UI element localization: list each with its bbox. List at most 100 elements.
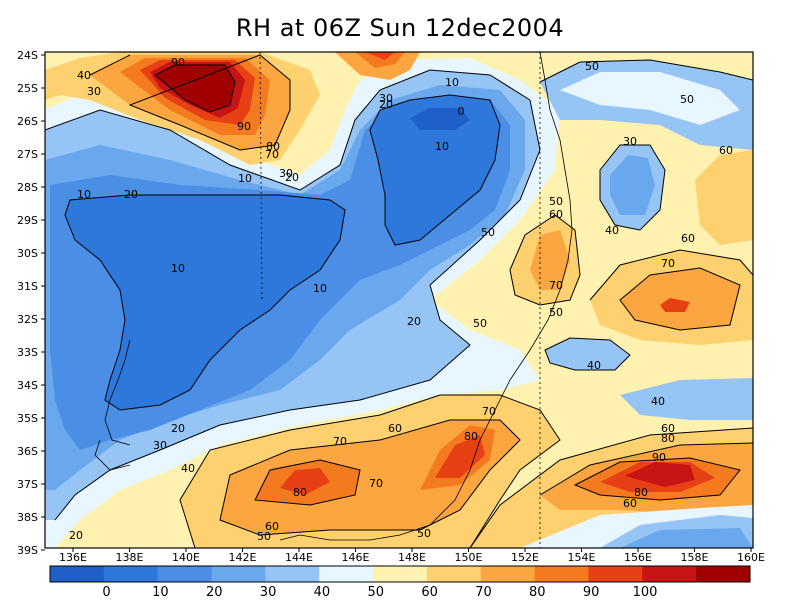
- x-axis-label: 136E: [59, 551, 87, 564]
- contour-label: 10: [435, 140, 449, 153]
- x-axis-label: 142E: [229, 551, 257, 564]
- x-axis-label: 158E: [681, 551, 709, 564]
- colorbar-label: 100: [633, 585, 658, 600]
- y-axis-label: 39S: [17, 544, 38, 557]
- contour-label: 50: [257, 530, 271, 543]
- colorbar-label: 10: [152, 585, 169, 600]
- colorbar-swatch: [534, 566, 589, 582]
- colorbar-label: 40: [314, 585, 331, 600]
- x-axis-label: 156E: [624, 551, 652, 564]
- x-axis-labels: 136E 138E 140E 142E 144E 146E 148E 150E 152E 154E…: [59, 548, 765, 564]
- y-axis-label: 25S: [17, 82, 38, 95]
- y-axis-label: 34S: [17, 379, 38, 392]
- contour-label: 10: [445, 76, 459, 89]
- coastline: [94, 52, 573, 548]
- y-axis-label: 36S: [17, 445, 38, 458]
- x-axis-label: 148E: [398, 551, 426, 564]
- contour-label: 10: [171, 262, 185, 275]
- colorbar-label: 70: [475, 585, 492, 600]
- y-axis-label: 37S: [17, 478, 38, 491]
- x-axis-label: 160E: [737, 551, 765, 564]
- plot-frame: [44, 51, 754, 549]
- colorbar-label: 80: [529, 585, 546, 600]
- y-axis-label: 29S: [17, 214, 38, 227]
- contour-label: 80: [293, 486, 307, 499]
- colorbar-swatch: [265, 566, 320, 582]
- contour-label: 20: [285, 171, 299, 184]
- contour-label: 40: [651, 395, 665, 408]
- y-axis-label: 35S: [17, 412, 38, 425]
- x-axis-label: 146E: [342, 551, 370, 564]
- contour-label: 70: [369, 477, 383, 490]
- x-axis-label: 154E: [568, 551, 596, 564]
- y-axis-label: 30S: [17, 247, 38, 260]
- contour-label: 60: [681, 232, 695, 245]
- colorbar-swatch: [373, 566, 428, 582]
- colorbar-swatch: [696, 566, 751, 582]
- contour-label: 20: [171, 422, 185, 435]
- contour-label: 20: [69, 529, 83, 542]
- contour-label: 70: [265, 148, 279, 161]
- x-axis-label: 150E: [455, 551, 483, 564]
- contour-label: 50: [417, 527, 431, 540]
- colorbar-swatch: [426, 566, 482, 582]
- colorbar-label: 0: [102, 585, 110, 600]
- contour-label: 70: [482, 405, 496, 418]
- contour-label: 50: [481, 226, 495, 239]
- contour-label: 60: [265, 520, 279, 533]
- contour-lines: [45, 54, 753, 548]
- y-axis-label: 26S: [17, 115, 38, 128]
- contour-label: 40: [605, 224, 619, 237]
- y-axis-labels: 24S 25S 26S 27S 28S 29S 30S 31S 32S 33S 34S 35S 36S 3…: [17, 49, 45, 557]
- contour-label: 60: [719, 144, 733, 157]
- contour-label: 50: [680, 93, 694, 106]
- contour-label: 30: [379, 92, 393, 105]
- y-axis-label: 27S: [17, 148, 38, 161]
- contour-label: 10: [77, 188, 91, 201]
- contour-label: 40: [587, 359, 601, 372]
- contour-label: 80: [634, 486, 648, 499]
- contour-label: 80: [464, 430, 478, 443]
- contour-label: 70: [549, 279, 563, 292]
- contour-label: 70: [661, 257, 675, 270]
- x-axis-label: 144E: [285, 551, 313, 564]
- y-axis-label: 24S: [17, 49, 38, 62]
- colorbar-swatch: [480, 566, 536, 582]
- colorbar-swatch: [157, 566, 213, 582]
- contour-label: 50: [585, 60, 599, 73]
- contour-label: 80: [661, 432, 675, 445]
- contour-label: 10: [313, 282, 327, 295]
- contour-label: 90: [237, 120, 251, 133]
- colorbar-swatch: [50, 566, 105, 582]
- contour-label: 40: [181, 462, 195, 475]
- y-axis-label: 28S: [17, 181, 38, 194]
- contour-label: 30: [279, 167, 293, 180]
- contour-label: 90: [171, 56, 185, 69]
- x-axis-label: 140E: [172, 551, 200, 564]
- colorbar-label: 90: [583, 585, 600, 600]
- colorbar-frame: [49, 565, 751, 583]
- colorbar-label: 50: [367, 585, 384, 600]
- colorbar-label: 30: [260, 585, 277, 600]
- contour-label: 60: [661, 422, 675, 435]
- y-axis-label: 32S: [17, 313, 38, 326]
- map-title: RH at 06Z Sun 12dec2004: [235, 14, 565, 42]
- colorbar-swatch: [103, 566, 159, 582]
- contour-label: 60: [623, 497, 637, 510]
- colorbar: 0 10 20 30 40 50 60 70 80 90 100: [49, 565, 751, 600]
- contour-label: 20: [407, 315, 421, 328]
- x-axis-label: 138E: [116, 551, 144, 564]
- contour-label: 50: [473, 317, 487, 330]
- x-axis-label: 152E: [511, 551, 539, 564]
- contour-label: 20: [124, 188, 138, 201]
- y-axis-label: 31S: [17, 280, 38, 293]
- contour-label: 50: [549, 195, 563, 208]
- contour-label: 70: [333, 435, 347, 448]
- y-axis-label: 33S: [17, 346, 38, 359]
- contour-label: 30: [87, 85, 101, 98]
- contour-label: 0: [458, 105, 465, 118]
- contour-label: 10: [238, 172, 252, 185]
- filled-contours: [45, 52, 753, 548]
